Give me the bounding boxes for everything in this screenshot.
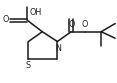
Text: O: O bbox=[82, 20, 88, 29]
Text: OH: OH bbox=[30, 8, 42, 17]
Text: S: S bbox=[26, 62, 31, 70]
Text: O: O bbox=[3, 15, 9, 24]
Text: O: O bbox=[68, 20, 74, 29]
Text: N: N bbox=[55, 44, 61, 53]
